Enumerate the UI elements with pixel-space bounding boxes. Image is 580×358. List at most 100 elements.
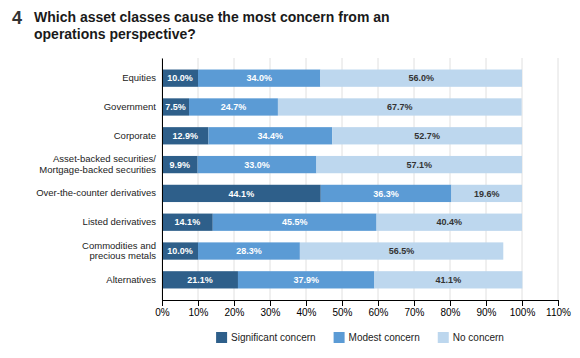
grid-line	[558, 58, 559, 300]
tick-mark	[558, 300, 559, 306]
legend-item: Significant concern	[216, 332, 316, 343]
tick: Over-the-counter derivatives	[36, 187, 156, 198]
grid-line	[234, 58, 235, 300]
tick: 50%	[332, 300, 352, 318]
data-label: 12.9%	[172, 131, 198, 141]
tick-mark	[450, 300, 451, 306]
grid	[162, 58, 558, 300]
data-label: 37.9%	[293, 275, 319, 285]
tick-label: 20%	[224, 307, 244, 318]
annotation: 4	[12, 8, 22, 28]
data-label: 21.1%	[187, 275, 213, 285]
tick: 10%	[188, 300, 208, 318]
bar	[162, 156, 198, 173]
tick-label: 100%	[510, 307, 536, 318]
data-label: 33.0%	[244, 160, 270, 170]
legend-item: Modest concern	[334, 332, 420, 343]
tick: 80%	[440, 300, 460, 318]
grid-line	[270, 58, 271, 300]
tick-mark	[270, 300, 271, 306]
tick-label: 60%	[368, 307, 388, 318]
bar	[162, 271, 238, 288]
tick: Alternatives	[106, 274, 156, 285]
tick-label: Corporate	[114, 130, 156, 141]
tick-label: Equities	[122, 72, 156, 83]
chart: 4 Which asset classes cause the most conc…	[0, 0, 580, 358]
axis-line	[163, 301, 559, 307]
bar	[162, 242, 198, 259]
bar	[238, 271, 374, 288]
series	[278, 70, 522, 289]
tick-label: 70%	[404, 307, 424, 318]
title: Which asset classes cause the most conce…	[34, 9, 390, 42]
data-label: 10.0%	[167, 246, 193, 256]
grid-line	[342, 58, 343, 300]
tick: Corporate	[114, 130, 156, 141]
grid-line	[378, 58, 379, 300]
tick-mark	[522, 300, 523, 306]
legend-item: No concern	[438, 332, 504, 343]
data-label: 34.4%	[258, 131, 284, 141]
bars	[162, 70, 522, 289]
data-label: 45.5%	[282, 217, 308, 227]
tick: Commodities andprecious metals	[82, 240, 156, 261]
x-axis: 0% 10% 20% 30% 40% 50% 60% 70% 80% 90% 100% 110%	[155, 300, 571, 318]
legend-swatch	[334, 332, 345, 343]
data-labels: 10.0%7.5%12.9%9.9%44.1%14.1%10.0%21.1%34…	[165, 73, 499, 285]
tick: 70%	[404, 300, 424, 318]
data-label: 9.9%	[170, 160, 191, 170]
tick: Listed derivatives	[83, 216, 157, 227]
tick: 40%	[296, 300, 316, 318]
bar	[332, 127, 522, 144]
legend-swatch	[438, 332, 449, 343]
data-label: 36.3%	[373, 189, 399, 199]
tick-label: Asset-backed securities/Mortgage-backed …	[39, 153, 156, 174]
tick-label: 110%	[546, 307, 571, 318]
grid-line	[198, 58, 199, 300]
tick-label: 40%	[296, 307, 316, 318]
bar	[316, 156, 522, 173]
grid-line	[450, 58, 451, 300]
data-label: 57.1%	[406, 160, 432, 170]
data-label: 41.1%	[436, 275, 462, 285]
tick-mark	[414, 300, 415, 306]
tick-label: Commodities andprecious metals	[82, 240, 156, 261]
grid-line	[486, 58, 487, 300]
tick-mark	[306, 300, 307, 306]
bar	[278, 98, 522, 115]
legend-label: Modest concern	[349, 332, 420, 343]
bar	[374, 271, 522, 288]
bar	[300, 242, 503, 259]
bar	[162, 98, 189, 115]
grid-line	[306, 58, 307, 300]
tick-label: Alternatives	[106, 274, 156, 285]
tick-label: 50%	[332, 307, 352, 318]
data-label: 56.0%	[408, 73, 434, 83]
tick-label: 80%	[440, 307, 460, 318]
legend-label: Significant concern	[231, 332, 316, 343]
tick-label: 90%	[476, 307, 496, 318]
tick-mark	[234, 300, 235, 306]
bar	[377, 214, 522, 231]
tick-label: 30%	[260, 307, 280, 318]
data-label: 7.5%	[165, 102, 186, 112]
data-label: 34.0%	[246, 73, 272, 83]
legend-swatch	[216, 332, 227, 343]
bar	[189, 98, 278, 115]
bar	[451, 185, 522, 202]
tick: 100%	[510, 300, 536, 318]
data-label: 56.5%	[389, 246, 415, 256]
legend-label: No concern	[453, 332, 504, 343]
bar	[198, 156, 317, 173]
tick: Government	[104, 101, 157, 112]
tick: 0%	[155, 300, 170, 318]
tick-label: Listed derivatives	[83, 216, 157, 227]
bar	[162, 127, 208, 144]
data-label: 28.3%	[236, 246, 262, 256]
data-label: 24.7%	[221, 102, 247, 112]
tick: 20%	[224, 300, 244, 318]
tick: 60%	[368, 300, 388, 318]
grid-line	[522, 58, 523, 300]
bar	[198, 242, 300, 259]
tick-label: 0%	[155, 307, 170, 318]
